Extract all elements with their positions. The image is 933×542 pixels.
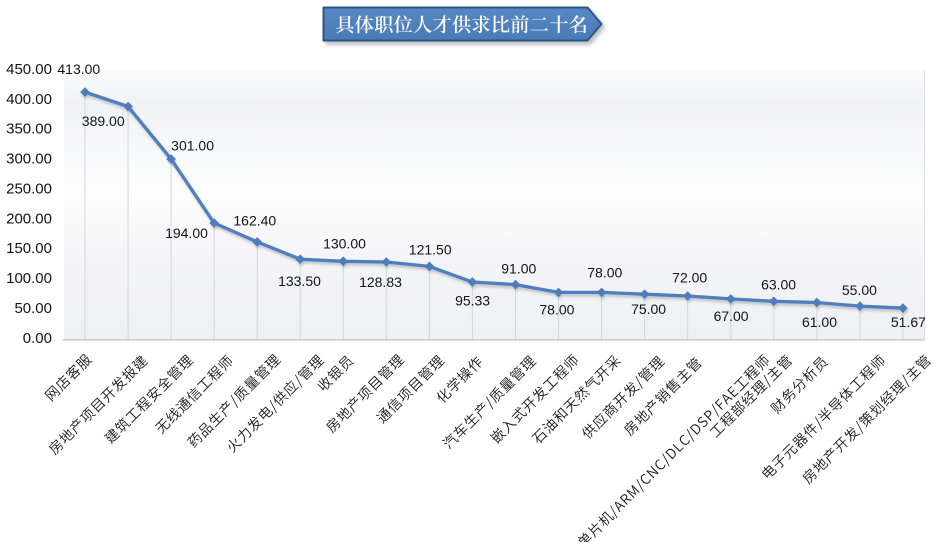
svg-text:301.00: 301.00 xyxy=(171,137,214,153)
svg-text:413.00: 413.00 xyxy=(57,61,100,77)
svg-text:91.00: 91.00 xyxy=(501,260,536,276)
svg-text:100.00: 100.00 xyxy=(6,270,52,287)
svg-text:75.00: 75.00 xyxy=(631,301,666,317)
svg-text:67.00: 67.00 xyxy=(714,308,749,324)
svg-text:78.00: 78.00 xyxy=(587,265,622,281)
svg-text:55.00: 55.00 xyxy=(842,282,877,298)
svg-text:162.40: 162.40 xyxy=(233,213,276,229)
svg-text:51.67: 51.67 xyxy=(891,314,926,330)
svg-text:130.00: 130.00 xyxy=(323,236,366,252)
svg-text:200.00: 200.00 xyxy=(6,210,52,227)
svg-text:389.00: 389.00 xyxy=(82,113,125,129)
svg-text:194.00: 194.00 xyxy=(165,225,208,241)
svg-text:50.00: 50.00 xyxy=(14,300,52,317)
svg-text:300.00: 300.00 xyxy=(6,151,52,168)
svg-text:72.00: 72.00 xyxy=(672,270,707,286)
svg-text:95.33: 95.33 xyxy=(455,293,490,309)
svg-text:133.50: 133.50 xyxy=(278,273,321,289)
svg-text:400.00: 400.00 xyxy=(6,91,52,108)
svg-text:61.00: 61.00 xyxy=(802,314,837,330)
svg-text:63.00: 63.00 xyxy=(761,277,796,293)
svg-text:121.50: 121.50 xyxy=(409,241,452,257)
svg-text:450.00: 450.00 xyxy=(6,61,52,78)
svg-text:0.00: 0.00 xyxy=(23,330,52,347)
svg-text:150.00: 150.00 xyxy=(6,240,52,257)
svg-text:250.00: 250.00 xyxy=(6,181,52,198)
svg-text:350.00: 350.00 xyxy=(6,121,52,138)
svg-text:128.83: 128.83 xyxy=(359,274,402,290)
svg-text:78.00: 78.00 xyxy=(539,302,574,318)
